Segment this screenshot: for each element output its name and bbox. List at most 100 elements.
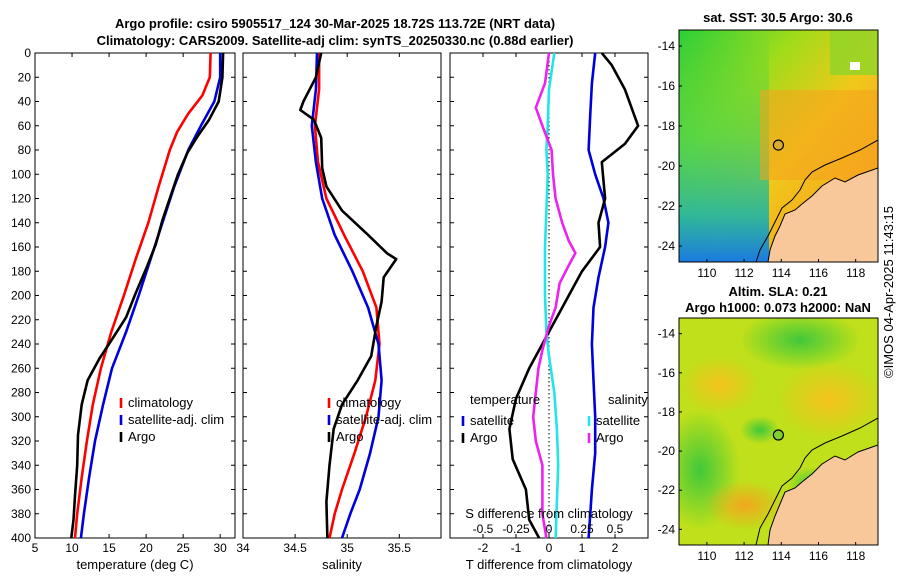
sst-shelf-contour [755, 139, 878, 262]
x-tick-label: 30 [214, 541, 228, 555]
legend-label: climatology [336, 395, 402, 410]
map-y-tick-label: -24 [658, 522, 676, 536]
legend-label: satellite [470, 413, 514, 428]
legend-title-salinity: salinity [608, 392, 648, 407]
map-x-tick-label: 110 [697, 266, 716, 280]
sst-map-frame [678, 29, 879, 263]
y-tick-label: 0 [24, 46, 31, 60]
map-x-tick-label: 114 [772, 266, 791, 280]
title-line-2: Climatology: CARS2009. Satellite-adj cli… [97, 33, 574, 48]
y-tick-label: 400 [11, 531, 31, 545]
x-axis-label: T difference from climatology [466, 557, 633, 572]
x-tick-label: 25 [176, 541, 190, 555]
legend-label: satellite-adj. clim [128, 412, 224, 427]
y-tick-label: 40 [18, 95, 32, 109]
sst-coastline [767, 167, 878, 262]
plot-frame [242, 52, 442, 539]
map-y-tick-label: -14 [658, 39, 676, 53]
x-tick-label: -2 [478, 541, 489, 555]
y-tick-label: 80 [18, 143, 32, 157]
map-x-tick-label: 110 [697, 549, 716, 563]
sla-map-axes: 110 112 114 116 118 -14 -16 -18 -20 -22 -24 [658, 327, 866, 563]
x-tick-label: 34 [236, 541, 250, 555]
legend-label: satellite [596, 413, 640, 428]
map-y-tick-label: -20 [658, 444, 676, 458]
x2-tick-label: 0.25 [570, 522, 594, 536]
map-x-tick-label: 118 [846, 266, 865, 280]
y-tick-label: 320 [11, 434, 31, 448]
sst-map [679, 30, 878, 262]
map-y-tick-label: -16 [658, 79, 676, 93]
sst-cool-water [679, 30, 769, 262]
y-tick-label: 360 [11, 483, 31, 497]
sla-shelf-contour [755, 417, 878, 545]
y-tick-label: 180 [11, 264, 31, 278]
series-line-satellite-adj-clim [310, 52, 383, 539]
series-line-temperature-satellite [587, 52, 610, 539]
sst-map-axes: 110 112 114 116 118 -14 -16 -18 -20 -22 -24 [658, 39, 866, 280]
x2-tick-label: 0.5 [607, 522, 624, 536]
x-tick-label: -1 [511, 541, 522, 555]
series-line-climatology [313, 53, 381, 539]
series-line-climatology [73, 52, 212, 539]
y-tick-label: 160 [11, 240, 31, 254]
x2-tick-label: -0.5 [473, 522, 494, 536]
legend-label: climatology [128, 395, 194, 410]
imos-timestamp: ©IMOS 04-Apr-2025 11:43:15 [881, 206, 896, 378]
sla-map-title: Altim. SLA: 0.21 [729, 284, 828, 299]
series-line-satellite-adj-clim [79, 53, 222, 539]
x2-tick-label: 0 [546, 522, 553, 536]
series-line-temperature-argo [508, 52, 640, 539]
map-x-tick-label: 118 [846, 549, 865, 563]
sla-yellow-blob-2 [680, 355, 760, 415]
legend-label: Argo [128, 429, 155, 444]
x-tick-label: 34.5 [283, 541, 307, 555]
legend-label: Argo [596, 430, 623, 445]
temperature-panel: 0 20 40 60 80 100 120 140 160 180 200 220 240 260 280 3… [11, 46, 236, 572]
y-tick-label: 260 [11, 361, 31, 375]
series-line-salinity-argo [531, 52, 577, 539]
map-x-tick-label: 112 [735, 549, 754, 563]
x2-axis-label: S difference from climatology [465, 506, 633, 521]
sla-green-blob [740, 318, 860, 370]
y-tick-label: 300 [11, 410, 31, 424]
y-tick-label: 340 [11, 458, 31, 472]
x-tick-label: 0 [546, 541, 553, 555]
x-tick-label: 5 [32, 541, 39, 555]
x-tick-label: 35 [341, 541, 355, 555]
sst-land [768, 168, 878, 262]
y-tick-label: 220 [11, 313, 31, 327]
sla-land [768, 445, 878, 545]
x-tick-label: 10 [65, 541, 79, 555]
sla-map-subtitle: Argo h1000: 0.073 h2000: NaN [685, 300, 871, 315]
map-y-tick-label: -22 [658, 199, 676, 213]
sla-yellow-blob [775, 360, 878, 440]
map-y-tick-label: -18 [658, 119, 676, 133]
series-line-argo [70, 52, 225, 539]
legend-title-temperature: temperature [470, 392, 540, 407]
legend-label: Argo [336, 429, 363, 444]
y-tick-label: 100 [11, 167, 31, 181]
x-tick-label: 15 [102, 541, 116, 555]
x2-tick-label: -0.25 [502, 522, 530, 536]
x-tick-label: 20 [139, 541, 153, 555]
y-tick-label: 60 [18, 119, 32, 133]
sla-green-blob-3 [740, 416, 780, 444]
map-x-tick-label: 116 [809, 549, 828, 563]
x-axis-label: salinity [322, 557, 362, 572]
x-tick-label: 1 [579, 541, 586, 555]
map-y-tick-label: -18 [658, 405, 676, 419]
y-tick-label: 120 [11, 192, 31, 206]
sla-argo-marker [772, 429, 785, 441]
sla-coastline [767, 444, 878, 545]
map-y-tick-label: -16 [658, 366, 676, 380]
series-line-argo [299, 52, 398, 539]
series-line-salinity-satellite [543, 52, 560, 539]
salinity-panel: 34 34.5 35 35.5 salinity climatology satellite… [236, 52, 442, 572]
title-line-1: Argo profile: csiro 5905517_124 30-Mar-2… [115, 16, 555, 31]
sst-cloud-gap [850, 62, 860, 70]
map-y-tick-label: -24 [658, 239, 676, 253]
y-tick-label: 200 [11, 289, 31, 303]
y-tick-label: 20 [18, 70, 32, 84]
